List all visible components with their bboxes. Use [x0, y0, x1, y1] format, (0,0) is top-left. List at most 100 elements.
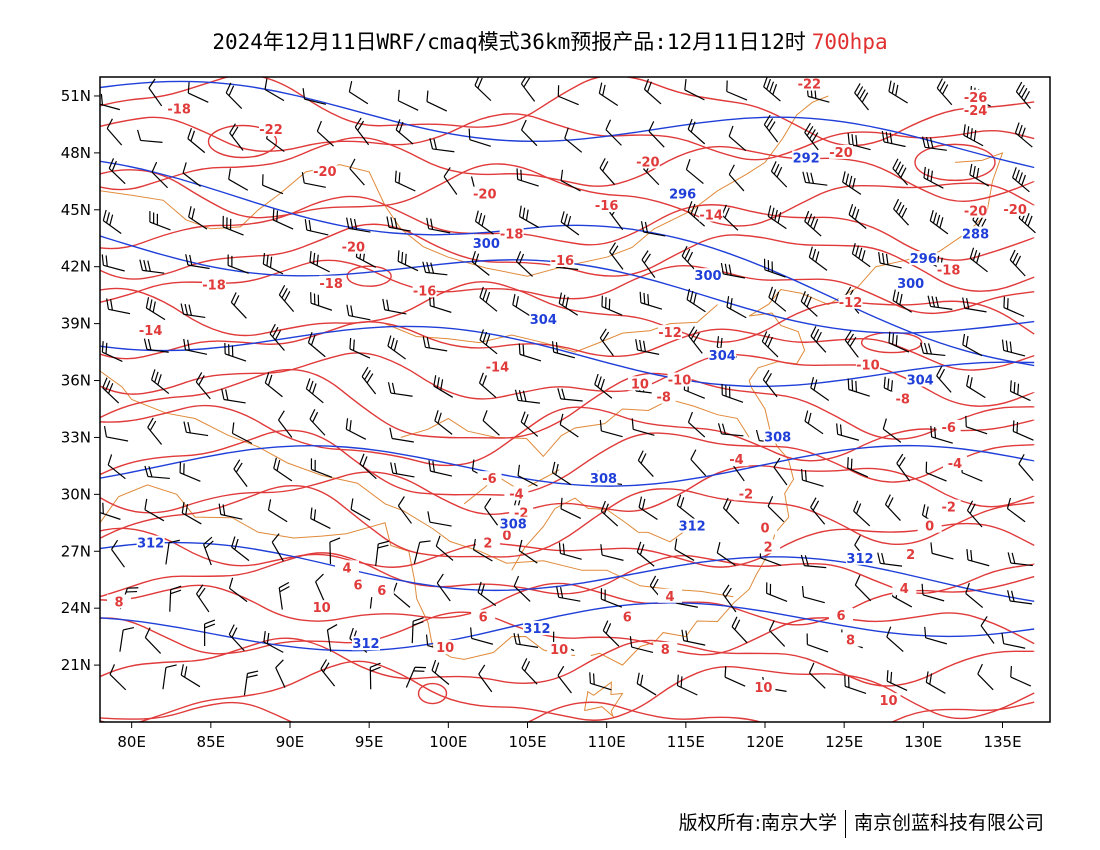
wind-barb [551, 341, 576, 359]
wind-barb [1014, 122, 1033, 148]
wind-barb [717, 423, 744, 437]
wind-barb [884, 494, 901, 521]
wind-barb [636, 541, 655, 567]
temperature-label: -20 [964, 205, 988, 220]
wind-barb [426, 217, 451, 234]
wind-barb [635, 339, 660, 355]
label-backdrop [678, 518, 707, 533]
wind-barb [851, 243, 871, 268]
wind-barb [222, 215, 244, 236]
temperature-isotherm [100, 701, 1035, 722]
label-backdrop [494, 528, 519, 543]
wind-barb [636, 672, 657, 696]
lon-tick-label: 125E [825, 733, 863, 751]
label-backdrop [917, 518, 942, 533]
wind-barb [179, 461, 201, 482]
wind-barb [888, 80, 908, 104]
label-backdrop [412, 283, 437, 298]
wind-barb [925, 671, 946, 694]
label-backdrop [167, 101, 192, 116]
wind-barb [233, 459, 248, 487]
temperature-label: 4 [665, 590, 674, 605]
label-backdrop [668, 186, 697, 201]
lon-tick-label: 85E [197, 733, 226, 751]
wind-barb [1012, 420, 1034, 441]
latitude-axis: 51N 48N 45N 42N 39N 36N 33N 30N 27N 24N 21N [61, 87, 100, 674]
temperature-label: 10 [436, 641, 454, 656]
wind-barb [106, 118, 123, 146]
temperature-label: -8 [656, 391, 670, 406]
wind-barb [326, 624, 338, 652]
temperature-label: 8 [661, 643, 670, 658]
temperature-closed-contour [860, 331, 923, 354]
wind-barb [804, 210, 822, 237]
wind-barb [801, 585, 825, 604]
wind-barb [643, 78, 662, 105]
wind-barb [726, 296, 747, 319]
wind-barb [936, 365, 952, 393]
temperature-label: 2 [483, 537, 492, 552]
wind-barb [810, 377, 830, 402]
temperature-isotherm [100, 575, 1035, 626]
wind-barb [800, 291, 818, 317]
label-backdrop [550, 253, 575, 268]
wind-barb [144, 627, 162, 654]
wind-barb [262, 174, 284, 195]
wind-barb [687, 201, 705, 227]
label-backdrop [499, 516, 528, 531]
label-backdrop [943, 456, 967, 470]
wind-barb [354, 117, 370, 146]
wind-barb [688, 326, 703, 354]
wind-barb [589, 672, 612, 691]
boundary-line [384, 304, 718, 353]
wind-barb [479, 286, 498, 312]
wind-barb [310, 507, 331, 529]
temperature-closed-contour [914, 143, 996, 182]
wind-barb [182, 162, 201, 187]
temperature-label: -24 [964, 104, 988, 119]
wind-barb [559, 413, 579, 438]
wind-barb [980, 616, 995, 644]
wind-barb [556, 586, 581, 602]
geopotential-label: 288 [962, 227, 989, 242]
wind-barb [847, 457, 869, 478]
label-backdrop [202, 277, 226, 292]
wind-barb [558, 292, 579, 316]
wind-barb [468, 128, 491, 147]
temperature-label: -18 [937, 264, 961, 279]
wind-barb [162, 664, 177, 690]
geopotential-label: 300 [694, 269, 721, 284]
label-backdrop [963, 203, 988, 218]
label-backdrop [504, 486, 529, 501]
temperature-label: -26 [964, 91, 988, 106]
wind-barb [224, 342, 247, 362]
lat-tick-label: 45N [61, 201, 91, 219]
label-backdrop [369, 583, 394, 598]
lon-tick-label: 110E [588, 733, 626, 751]
wind-barb [196, 584, 210, 613]
wind-barb [346, 217, 371, 233]
wind-barb [392, 582, 411, 608]
label-backdrop [259, 122, 283, 137]
label-backdrop [589, 471, 618, 486]
lon-tick-label: 115E [667, 733, 705, 751]
wind-barb [180, 664, 201, 688]
wind-barb [605, 119, 622, 146]
label-backdrop [699, 207, 724, 222]
wind-barb [927, 295, 953, 310]
wind-barb [382, 298, 407, 315]
wind-barb [144, 498, 165, 522]
wind-barb [427, 511, 452, 527]
wind-barb [599, 328, 614, 357]
wind-barb [810, 325, 827, 353]
wind-barb [394, 170, 416, 192]
wind-barb [183, 338, 208, 355]
label-backdrop [352, 636, 380, 651]
lon-tick-label: 95E [355, 733, 384, 751]
wind-barb [478, 372, 497, 399]
wind-barb [600, 500, 619, 527]
geopotential-label: 308 [500, 518, 527, 533]
wind-barb [513, 575, 531, 602]
lon-tick-label: 90E [276, 733, 305, 751]
temperature-isotherm [100, 464, 1035, 515]
